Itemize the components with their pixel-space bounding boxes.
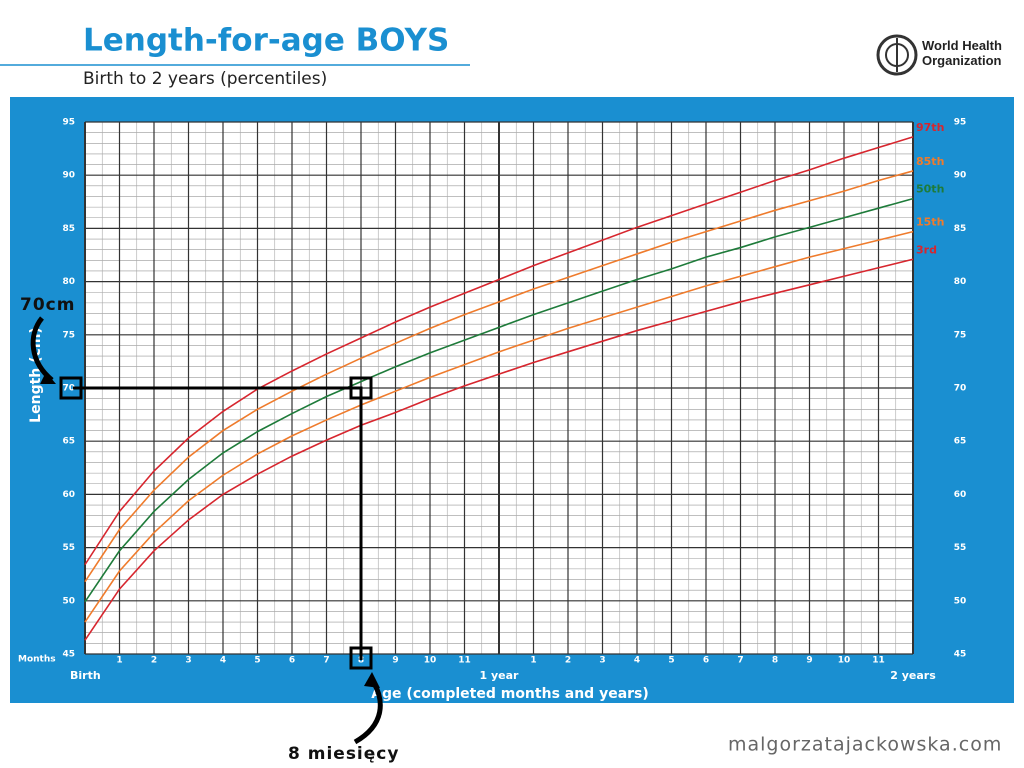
y-tick-label: 60	[62, 490, 75, 500]
x-tick-label: 4	[220, 656, 226, 666]
y-axis-label: Length (cm)	[28, 327, 44, 423]
series-line	[84, 136, 914, 566]
guide-line	[73, 386, 363, 660]
x-tick-label: 4	[634, 656, 640, 666]
x-tick-label: 8	[772, 656, 778, 666]
y-tick-label: 55	[62, 543, 75, 553]
series-label: 97th	[916, 121, 944, 134]
y-tick-label: 90	[62, 171, 75, 181]
logo	[876, 34, 918, 76]
y-tick-label-right: 55	[954, 543, 967, 553]
marker-box	[349, 376, 373, 400]
org-name: World Health Organization	[922, 38, 1002, 68]
x-tick-label: 6	[289, 656, 295, 666]
x-tick-label: 1 year	[480, 669, 520, 682]
y-tick-label: 70	[62, 384, 75, 394]
series-line	[84, 230, 914, 623]
arrow-x-head	[364, 672, 380, 688]
x-tick-label: 7	[737, 656, 743, 666]
y-marker-label: 70cm	[20, 295, 75, 315]
marker-box-y	[59, 376, 83, 400]
y-tick-label-right: 75	[954, 330, 967, 340]
chart-subtitle: Birth to 2 years (percentiles)	[83, 69, 327, 89]
series-label: 3rd	[916, 243, 937, 256]
x-tick-label: 10	[424, 656, 437, 666]
series-line	[84, 170, 914, 583]
x-tick-label: 7	[323, 656, 329, 666]
y-tick-label-right: 65	[954, 437, 967, 447]
y-tick-label-right: 95	[954, 118, 967, 128]
x-tick-label: 8	[358, 656, 364, 666]
x-tick-label: 9	[392, 656, 398, 666]
x-tick-label: 11	[872, 656, 885, 666]
x-tick-label: 9	[806, 656, 812, 666]
x-unit-label: Months	[18, 655, 56, 665]
x-marker-label: 8 miesięcy	[288, 744, 399, 764]
y-tick-label-right: 70	[954, 384, 967, 394]
x-tick-label: 5	[254, 656, 260, 666]
x-tick-label: 5	[668, 656, 674, 666]
y-tick-label: 50	[62, 596, 75, 606]
x-axis-label: Age (completed months and years)	[371, 686, 649, 702]
chart-title: Length-for-age BOYS	[83, 23, 449, 59]
x-tick-label: 3	[599, 656, 605, 666]
y-tick-label: 80	[62, 277, 75, 287]
annotation	[59, 376, 373, 670]
x-tick-label: 1	[530, 656, 536, 666]
y-tick-label-right: 60	[954, 490, 967, 500]
x-tick-label: 11	[458, 656, 471, 666]
marker-box-x	[349, 646, 373, 670]
y-tick-label-right: 90	[954, 171, 967, 181]
x-tick-label: 6	[703, 656, 709, 666]
x-tick-label: 1	[116, 656, 122, 666]
series-label: 15th	[916, 216, 944, 229]
y-tick-label-right: 45	[954, 650, 967, 660]
y-tick-label: 85	[62, 224, 75, 234]
x-tick-label: 2 years	[890, 669, 936, 682]
series-label: 85th	[916, 155, 944, 168]
y-tick-label: 75	[62, 330, 75, 340]
watermark: malgorzatajackowska.com	[728, 734, 1002, 756]
series-line	[84, 258, 914, 641]
x-tick-label: 10	[838, 656, 851, 666]
arrow-y-head	[40, 372, 56, 384]
x-tick-label: 2	[565, 656, 571, 666]
y-tick-label-right: 50	[954, 596, 967, 606]
org-box: World Health Organization	[922, 38, 1002, 68]
y-tick-label-right: 80	[954, 277, 967, 287]
series-label: 50th	[916, 183, 944, 196]
series-line	[84, 197, 914, 603]
x-tick-label: 3	[185, 656, 191, 666]
x-tick-label: Birth	[70, 669, 101, 682]
y-tick-label-right: 85	[954, 224, 967, 234]
y-tick-label: 45	[62, 650, 75, 660]
y-tick-label: 95	[62, 118, 75, 128]
x-tick-label: 2	[151, 656, 157, 666]
y-tick-label: 65	[62, 437, 75, 447]
